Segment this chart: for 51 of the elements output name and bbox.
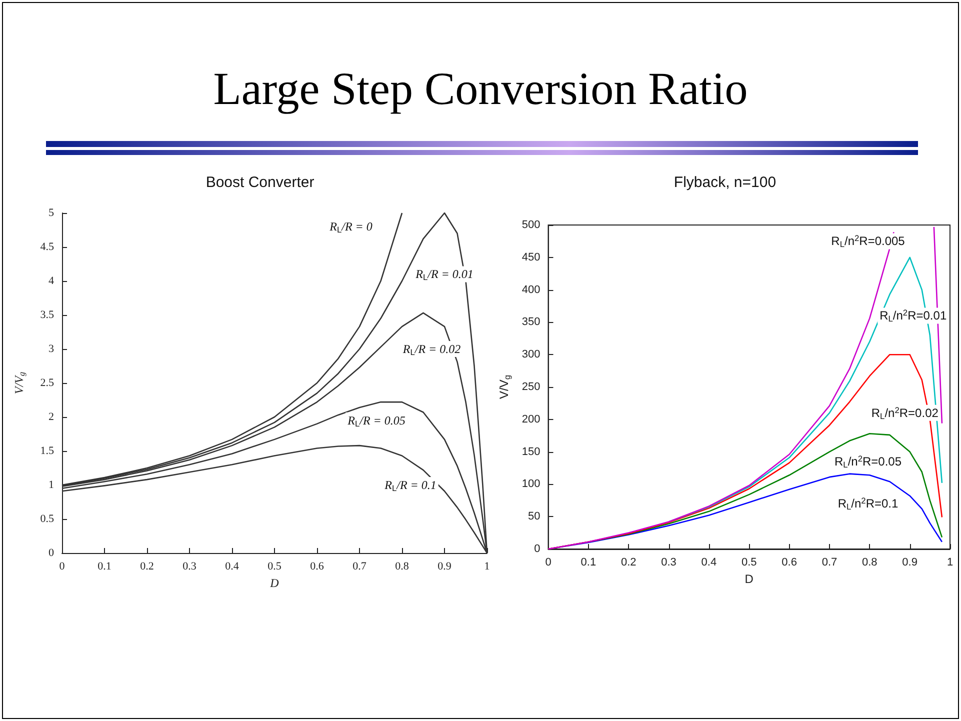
y-tick-label: 400 (522, 284, 540, 296)
y-tick-label: 3.5 (40, 309, 54, 321)
x-tick-label: 0.9 (902, 556, 918, 568)
x-tick-label: 0.5 (268, 560, 282, 572)
x-axis-title: D (269, 576, 280, 590)
y-tick-label: 450 (522, 251, 540, 264)
x-tick-label: 0.2 (140, 560, 154, 572)
x-tick-label: 0 (545, 556, 552, 568)
x-tick-label: 0.4 (225, 560, 240, 572)
chart-title: Flyback, n=100 (674, 174, 776, 191)
x-tick-label: 0.7 (352, 560, 367, 572)
y-tick-label: 500 (522, 219, 540, 231)
y-axis-title: V/Vg (12, 372, 26, 394)
y-tick-label: 100 (522, 478, 540, 490)
x-tick-label: 0.5 (741, 556, 757, 568)
x-tick-label: 0.9 (438, 560, 452, 572)
x-tick-label: 0.6 (310, 560, 324, 572)
chart-title: Large Step Conversion Ratio (212, 62, 749, 115)
y-tick-label: 250 (522, 381, 540, 393)
y-tick-label: 2 (48, 411, 54, 423)
y-tick-label: 0 (534, 543, 540, 555)
y-tick-label: 150 (522, 446, 540, 458)
x-tick-label: 1 (946, 556, 954, 568)
x-tick-label: 0.4 (701, 556, 717, 568)
y-tick-label: 2.5 (40, 377, 54, 389)
y-tick-label: 5 (48, 207, 54, 219)
y-tick-label: 350 (522, 316, 540, 328)
x-tick-label: 0.3 (661, 556, 676, 568)
y-tick-label: 200 (522, 413, 540, 426)
y-tick-label: 3 (48, 343, 54, 355)
x-tick-label: 0.6 (782, 556, 797, 568)
chart-subtitle: Boost Converter (206, 174, 314, 191)
y-tick-label: 0.5 (40, 513, 54, 525)
x-axis-title: D (744, 572, 754, 586)
y-tick-label: 0 (48, 547, 54, 559)
y-axis-title: V/Vg (497, 374, 512, 399)
x-tick-label: 0.1 (580, 556, 596, 568)
y-tick-label: 50 (528, 510, 540, 523)
x-tick-label: 0.8 (395, 560, 410, 572)
y-tick-label: 1 (48, 479, 54, 491)
y-tick-label: 4.5 (40, 241, 54, 253)
y-tick-label: 4 (48, 275, 54, 287)
x-tick-label: 0.3 (182, 560, 197, 572)
y-tick-label: 1.5 (40, 445, 54, 457)
x-tick-label: 0.1 (98, 560, 112, 572)
x-tick-label: 1 (484, 560, 490, 572)
x-tick-label: 0.8 (862, 556, 878, 568)
x-tick-label: 0 (59, 560, 66, 572)
x-tick-label: 0.7 (822, 556, 838, 568)
x-tick-label: 0.2 (620, 556, 636, 568)
y-tick-label: 300 (522, 348, 540, 361)
